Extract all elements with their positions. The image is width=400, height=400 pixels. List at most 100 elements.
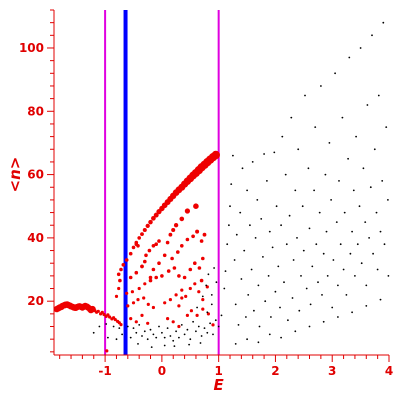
bright-state-point [116, 272, 121, 277]
x-tick-label: -1 [98, 364, 111, 378]
bright-state-point [166, 317, 170, 321]
dark-state-point [290, 116, 293, 119]
dark-state-point [132, 327, 135, 329]
dark-state-point [279, 306, 281, 309]
dark-state-point [328, 142, 331, 144]
bright-state-point [185, 313, 189, 317]
dark-state-point [287, 319, 289, 322]
dark-state-point [115, 338, 118, 341]
bright-state-point [176, 250, 180, 254]
dark-state-point [172, 339, 175, 342]
dark-state-point [314, 126, 317, 128]
dark-state-point [324, 173, 327, 176]
dark-state-point [158, 325, 160, 328]
dark-state-point [229, 205, 231, 208]
bright-state-point [119, 323, 123, 327]
dark-state-point [342, 268, 345, 271]
dark-state-point [220, 314, 223, 317]
bright-state-point [130, 290, 134, 294]
bright-state-point [197, 266, 202, 270]
dark-state-point [183, 333, 186, 336]
dark-state-point [250, 268, 253, 271]
dark-state-point [258, 325, 261, 328]
dark-state-point [239, 211, 242, 214]
dark-state-point [180, 324, 183, 326]
y-axis-label: <n> [6, 157, 24, 193]
x-tick-label: 4 [385, 364, 393, 378]
dark-state-point [241, 167, 244, 170]
dark-state-point [381, 180, 384, 182]
dark-state-point [210, 294, 213, 296]
bright-state-point [137, 236, 141, 240]
dark-state-point [169, 335, 172, 337]
tick-labels: -1 0 1 2 3 4 20 40 60 80 100 [19, 41, 393, 378]
dark-state-point [201, 295, 204, 298]
bright-state-point [148, 278, 153, 283]
bright-state-point [137, 286, 141, 291]
bright-state-point [179, 216, 185, 222]
dark-state-point [200, 335, 203, 337]
bright-state-point [113, 318, 117, 322]
dark-state-point [207, 273, 210, 276]
bright-state-point [144, 253, 148, 258]
dark-state-point [376, 268, 379, 271]
dark-state-point [308, 325, 311, 328]
bright-state-point [193, 203, 199, 209]
dark-state-point [98, 325, 101, 328]
dark-state-point [283, 281, 285, 284]
dark-state-point [226, 243, 229, 246]
dark-state-point [235, 233, 238, 236]
bright-state-point [145, 223, 150, 229]
dark-state-point [121, 333, 123, 336]
dark-state-point [271, 246, 274, 249]
dark-state-point [322, 252, 325, 255]
dark-state-point [301, 205, 304, 208]
bright-state-point [140, 313, 144, 317]
y-tick-label: 60 [27, 168, 44, 182]
bright-state-point [201, 298, 205, 302]
dark-state-point [206, 331, 209, 334]
dark-state-point [317, 281, 319, 284]
dark-state-point [297, 148, 300, 151]
bright-state-point [177, 324, 181, 329]
bright-state-point [166, 269, 171, 273]
dark-state-point [337, 316, 339, 318]
dark-state-point [379, 298, 382, 301]
dark-state-point [195, 330, 197, 333]
dark-state-point [270, 316, 272, 318]
bright-state-point [195, 229, 200, 234]
dark-state-point [243, 249, 246, 252]
bright-state-point [114, 294, 119, 298]
x-tick-label: 3 [328, 364, 336, 378]
dark-state-point [343, 211, 346, 214]
dark-state-point [234, 303, 237, 306]
dark-state-point [382, 21, 385, 24]
dark-state-point [246, 338, 249, 341]
dark-state-point [379, 230, 382, 233]
dark-state-point [175, 330, 178, 333]
bright-state-point [172, 266, 177, 270]
bright-state-point [199, 278, 204, 283]
bright-state-point [163, 301, 167, 305]
dark-state-point [163, 344, 166, 347]
dark-state-point [178, 336, 180, 339]
bright-state-point [180, 296, 184, 300]
dark-state-point [326, 275, 329, 277]
dark-state-point [247, 294, 250, 296]
bright-state-point [193, 282, 197, 286]
dark-state-point [307, 167, 310, 170]
dark-state-point [304, 94, 306, 97]
bright-state-point [125, 291, 129, 295]
dark-state-point [155, 336, 158, 339]
bright-state-point [146, 321, 150, 325]
dark-state-point [143, 330, 146, 333]
dark-state-point [280, 224, 282, 227]
dark-state-point [262, 256, 264, 258]
bright-state-point [100, 310, 104, 314]
dark-state-point [365, 284, 368, 287]
bright-state-point [96, 309, 100, 313]
bright-state-point [102, 312, 106, 317]
dark-state-point [383, 243, 386, 246]
dark-state-point [112, 325, 115, 328]
dark-state-point [280, 336, 282, 339]
